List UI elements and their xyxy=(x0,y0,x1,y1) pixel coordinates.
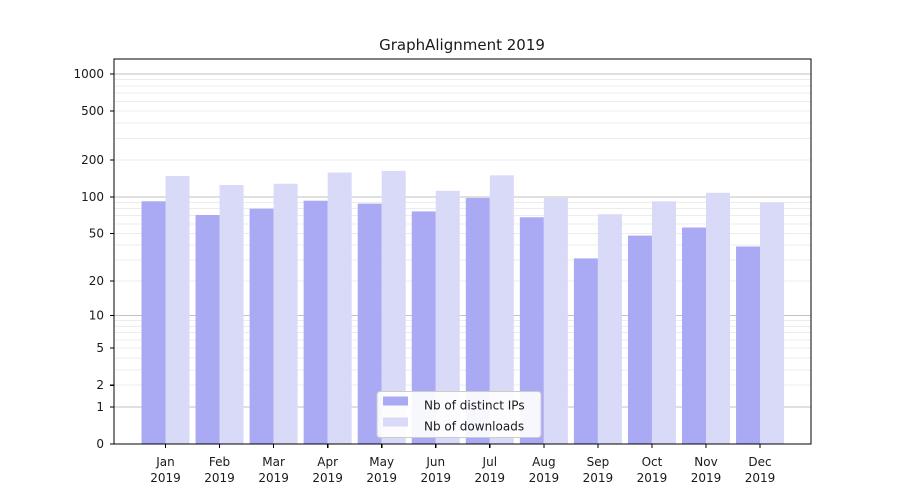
x-tick-label-jul: Jul xyxy=(482,455,497,469)
x-tick-label-feb: Feb xyxy=(209,455,230,469)
bar-downloads-nov xyxy=(706,192,730,444)
legend-box xyxy=(376,391,542,438)
x-tick-year-sep: 2019 xyxy=(583,471,614,485)
x-tick-label-jun: Jun xyxy=(425,455,445,469)
legend-swatch-downloads xyxy=(383,417,408,427)
x-tick-year-jun: 2019 xyxy=(420,471,451,485)
y-tick-label-1: 1 xyxy=(96,400,104,414)
bar-distinct-ips-sep xyxy=(573,258,598,444)
x-tick-year-nov: 2019 xyxy=(691,471,722,485)
bar-distinct-ips-dec xyxy=(736,246,761,444)
axis-layer: 0 1 2 5 10 20 50 100 200 500 1000 Jan 2019 Feb 2019 Mar… xyxy=(73,67,775,485)
x-tick-year-jan: 2019 xyxy=(150,471,181,485)
bar-distinct-ips-feb xyxy=(195,214,220,444)
legend-label-downloads: Nb of downloads xyxy=(424,420,524,434)
x-tick-label-aug: Aug xyxy=(532,455,555,469)
y-tick-label-0: 0 xyxy=(96,437,104,451)
bar-distinct-ips-mar xyxy=(249,208,274,444)
bar-distinct-ips-jan xyxy=(141,201,166,444)
bar-downloads-mar xyxy=(273,183,298,444)
y-tick-label-20: 20 xyxy=(89,274,104,288)
y-tick-label-500: 500 xyxy=(81,104,104,118)
y-tick-label-1000: 1000 xyxy=(73,67,104,81)
chart-title: GraphAlignment 2019 xyxy=(379,36,545,54)
bar-distinct-ips-oct xyxy=(627,235,652,444)
legend-label-distinct-ips: Nb of distinct IPs xyxy=(424,399,525,413)
bar-downloads-dec xyxy=(760,202,785,444)
y-tick-label-50: 50 xyxy=(89,226,104,240)
bar-downloads-feb xyxy=(219,185,244,445)
x-tick-label-sep: Sep xyxy=(587,455,610,469)
bar-downloads-jan xyxy=(165,176,190,444)
x-tick-label-nov: Nov xyxy=(694,455,717,469)
legend-swatch-distinct-ips xyxy=(383,396,408,406)
bar-distinct-ips-nov xyxy=(682,227,706,444)
bar-downloads-apr xyxy=(327,172,352,444)
y-tick-label-100: 100 xyxy=(81,190,104,204)
bar-downloads-aug xyxy=(543,197,568,444)
x-tick-year-may: 2019 xyxy=(366,471,397,485)
x-tick-label-dec: Dec xyxy=(748,455,771,469)
legend: Nb of distinct IPs Nb of downloads xyxy=(376,391,542,438)
x-tick-year-dec: 2019 xyxy=(745,471,776,485)
bar-downloads-sep xyxy=(597,214,622,444)
x-tick-year-apr: 2019 xyxy=(312,471,343,485)
bars-layer xyxy=(141,170,785,445)
y-tick-label-10: 10 xyxy=(89,309,104,323)
y-tick-label-5: 5 xyxy=(96,341,104,355)
x-tick-label-oct: Oct xyxy=(642,455,663,469)
x-tick-label-apr: Apr xyxy=(317,455,338,469)
y-tick-label-200: 200 xyxy=(81,153,104,167)
bar-distinct-ips-apr xyxy=(303,200,328,444)
x-tick-year-oct: 2019 xyxy=(637,471,668,485)
x-tick-label-jan: Jan xyxy=(155,455,175,469)
y-tick-label-2: 2 xyxy=(96,378,104,392)
plot-border xyxy=(113,58,812,445)
x-tick-year-aug: 2019 xyxy=(529,471,560,485)
bar-downloads-oct xyxy=(651,201,676,444)
x-tick-year-mar: 2019 xyxy=(258,471,289,485)
x-tick-year-jul: 2019 xyxy=(475,471,506,485)
x-tick-label-mar: Mar xyxy=(262,455,285,469)
x-tick-year-feb: 2019 xyxy=(204,471,235,485)
x-tick-label-may: May xyxy=(369,455,394,469)
